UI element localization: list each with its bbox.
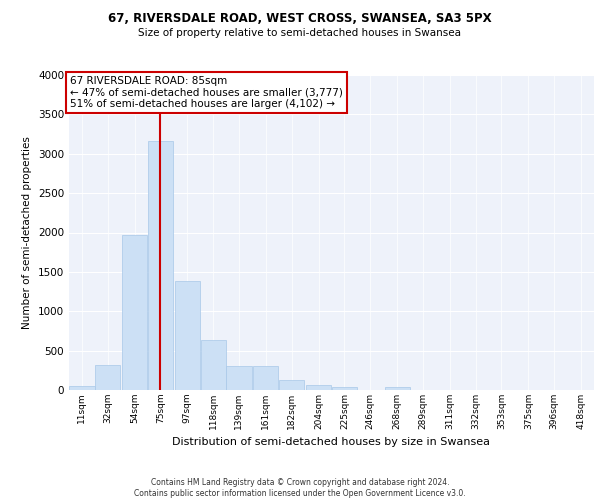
Bar bbox=[306, 385, 331, 390]
Y-axis label: Number of semi-detached properties: Number of semi-detached properties bbox=[22, 136, 32, 329]
Bar bbox=[148, 141, 173, 390]
Bar bbox=[253, 366, 278, 390]
Bar bbox=[200, 340, 226, 390]
X-axis label: Distribution of semi-detached houses by size in Swansea: Distribution of semi-detached houses by … bbox=[173, 438, 491, 448]
Text: Contains HM Land Registry data © Crown copyright and database right 2024.
Contai: Contains HM Land Registry data © Crown c… bbox=[134, 478, 466, 498]
Text: 67 RIVERSDALE ROAD: 85sqm
← 47% of semi-detached houses are smaller (3,777)
51% : 67 RIVERSDALE ROAD: 85sqm ← 47% of semi-… bbox=[70, 76, 343, 109]
Bar bbox=[122, 235, 147, 390]
Bar bbox=[95, 365, 120, 390]
Bar bbox=[226, 366, 251, 390]
Bar bbox=[69, 386, 95, 390]
Text: Size of property relative to semi-detached houses in Swansea: Size of property relative to semi-detach… bbox=[139, 28, 461, 38]
Text: 67, RIVERSDALE ROAD, WEST CROSS, SWANSEA, SA3 5PX: 67, RIVERSDALE ROAD, WEST CROSS, SWANSEA… bbox=[108, 12, 492, 26]
Bar bbox=[332, 387, 357, 390]
Bar bbox=[385, 387, 410, 390]
Bar bbox=[279, 380, 304, 390]
Bar bbox=[175, 280, 200, 390]
